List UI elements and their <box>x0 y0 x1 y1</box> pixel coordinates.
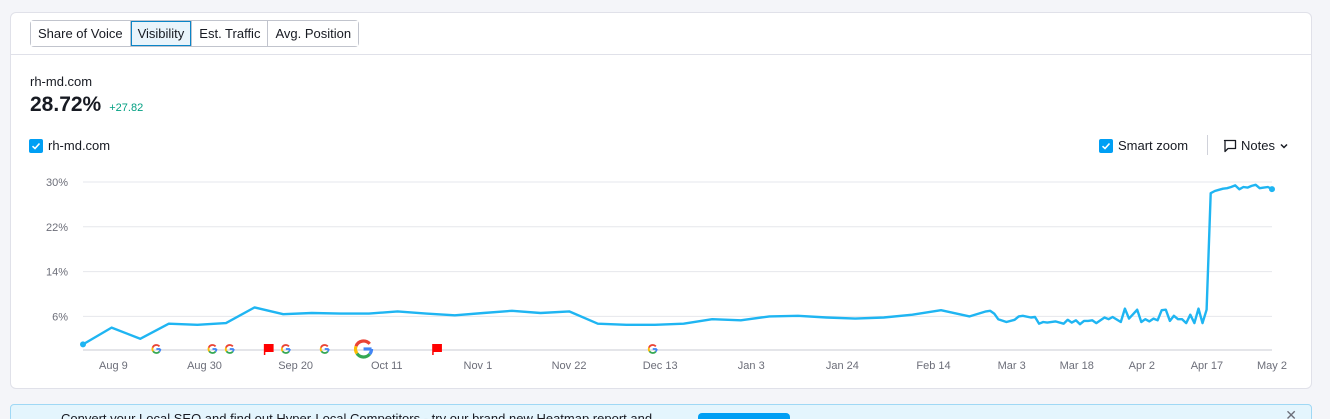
x-tick-label: Jan 3 <box>738 360 765 372</box>
promo-banner: Convert your Local SEO and find out Hype… <box>10 404 1312 419</box>
notes-dropdown[interactable]: Notes <box>1223 138 1293 153</box>
google-update-icon[interactable] <box>319 344 330 354</box>
x-tick-label: Sep 20 <box>278 360 313 372</box>
series-start-point <box>80 341 86 348</box>
banner-cta-button[interactable] <box>698 413 790 419</box>
y-tick-label: 22% <box>46 222 68 234</box>
y-tick-label: 14% <box>46 267 68 279</box>
series-line <box>82 183 1273 346</box>
visibility-value: 28.72% <box>30 93 102 116</box>
smart-zoom-toggle[interactable]: Smart zoom <box>1099 138 1188 153</box>
metric-summary: 28.72% +27.82 <box>30 93 143 117</box>
banner-text: Convert your Local SEO and find out Hype… <box>61 411 653 419</box>
google-update-icon[interactable] <box>280 344 291 354</box>
y-tick-label: 30% <box>46 177 68 189</box>
google-update-icon[interactable] <box>151 344 162 354</box>
note-icon <box>1223 139 1237 152</box>
x-tick-label: Nov 22 <box>552 360 587 372</box>
y-tick-label: 6% <box>52 311 68 323</box>
x-tick-label: Feb 14 <box>916 360 950 372</box>
checkbox-checked-icon[interactable] <box>1099 138 1113 153</box>
series-end-point <box>1269 186 1275 193</box>
x-tick-label: Aug 9 <box>99 360 128 372</box>
x-tick-label: Oct 11 <box>371 360 403 372</box>
google-update-icon[interactable] <box>647 344 658 354</box>
x-tick-label: Apr 17 <box>1191 360 1223 372</box>
google-update-icon[interactable] <box>224 344 235 354</box>
x-tick-label: Jan 24 <box>826 360 859 372</box>
tab-avg-position[interactable]: Avg. Position <box>268 21 359 46</box>
tab-est-traffic[interactable]: Est. Traffic <box>192 21 269 46</box>
google-update-icon[interactable] <box>207 344 218 354</box>
domain-label: rh-md.com <box>30 74 93 89</box>
flag-icon[interactable] <box>432 344 442 355</box>
legend-item-domain[interactable]: rh-md.com <box>29 138 110 153</box>
close-icon[interactable]: ✕ <box>1285 407 1297 419</box>
x-tick-label: Mar 3 <box>998 360 1026 372</box>
visibility-card: Share of Voice Visibility Est. Traffic Avg.… <box>10 12 1312 389</box>
google-update-large-icon[interactable] <box>354 339 374 359</box>
chevron-down-icon <box>1280 143 1288 149</box>
x-tick-label: Apr 2 <box>1129 360 1155 372</box>
x-tick-label: Mar 18 <box>1060 360 1094 372</box>
tab-share-of-voice[interactable]: Share of Voice <box>31 21 131 46</box>
toolbar-divider <box>1207 135 1208 155</box>
x-tick-label: May 2 <box>1257 360 1287 372</box>
flag-icon[interactable] <box>263 344 274 355</box>
legend-label: rh-md.com <box>48 138 111 153</box>
x-tick-label: Dec 13 <box>643 360 678 372</box>
checkbox-checked-icon[interactable] <box>29 138 43 153</box>
tab-visibility[interactable]: Visibility <box>130 21 193 46</box>
visibility-delta: +27.82 <box>109 102 144 114</box>
x-tick-label: Nov 1 <box>464 360 493 372</box>
metric-tabs: Share of Voice Visibility Est. Traffic Avg.… <box>30 20 360 47</box>
visibility-line-chart[interactable]: 6% 14% 22% 30% Aug 9 Aug 30 Sep 20 Oct 11 Nov 1 N… <box>11 13 1311 388</box>
x-tick-label: Aug 30 <box>187 360 222 372</box>
metric-tab-bar: Share of Voice Visibility Est. Traffic Avg.… <box>11 13 1311 55</box>
smart-zoom-label: Smart zoom <box>1118 138 1189 153</box>
notes-label: Notes <box>1241 138 1275 153</box>
